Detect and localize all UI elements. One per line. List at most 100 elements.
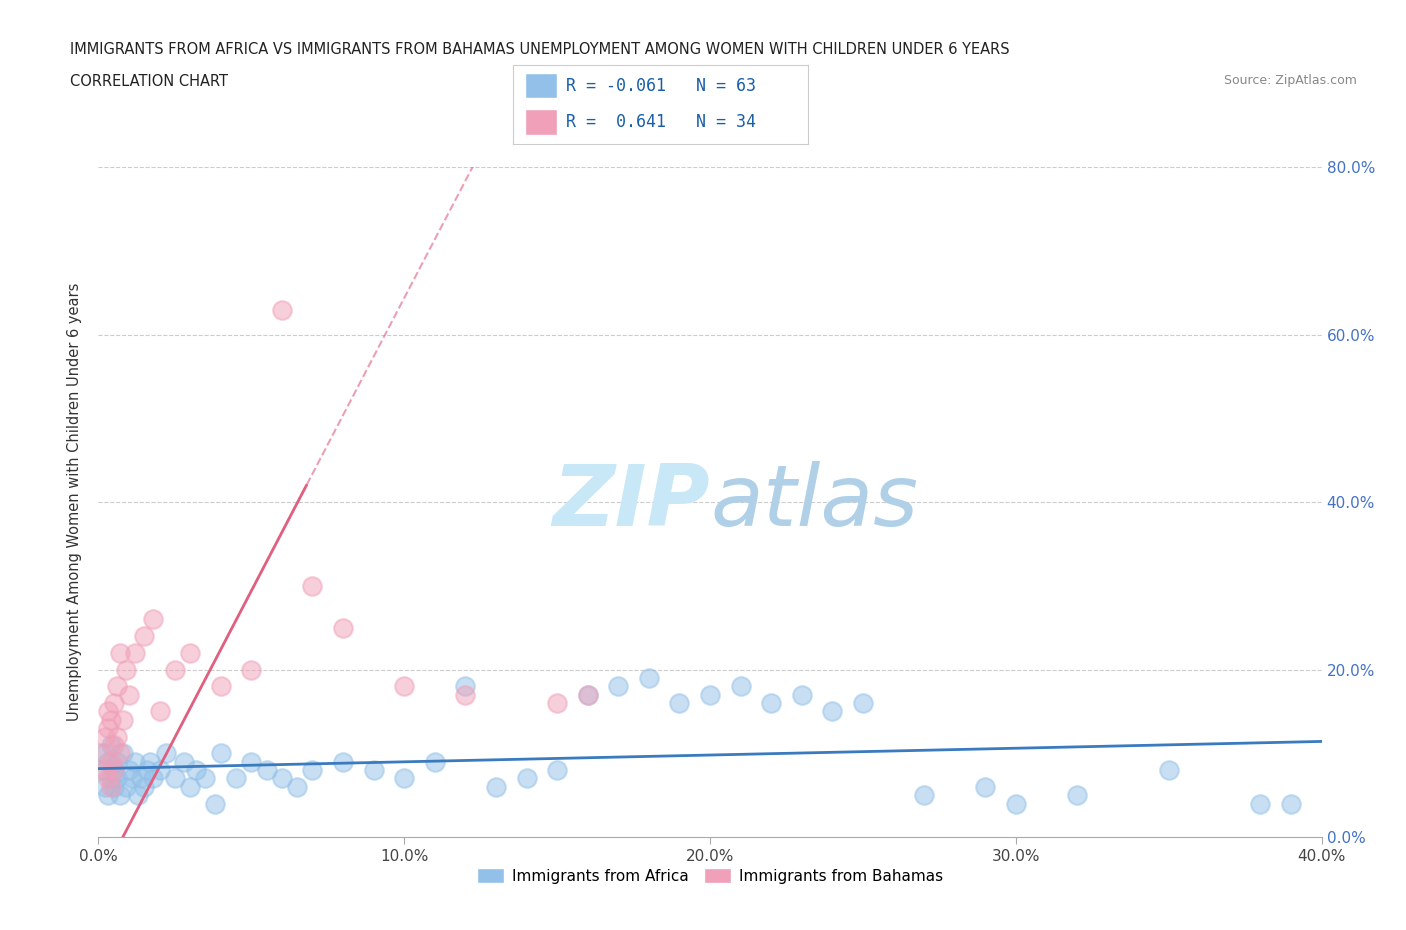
- Point: [1066, 788, 1088, 803]
- Text: R =  0.641   N = 34: R = 0.641 N = 34: [567, 113, 756, 131]
- Point: [97, 704, 120, 719]
- Point: [392, 679, 416, 694]
- Point: [912, 788, 935, 803]
- Point: [142, 612, 165, 627]
- Point: [974, 779, 997, 794]
- Point: [142, 771, 165, 786]
- Point: [179, 645, 201, 660]
- Point: [136, 763, 159, 777]
- Point: [103, 737, 125, 752]
- Point: [240, 754, 263, 769]
- Point: [93, 763, 115, 777]
- Point: [163, 662, 186, 677]
- Point: [423, 754, 446, 769]
- Point: [301, 763, 323, 777]
- Point: [118, 687, 141, 702]
- Point: [637, 671, 661, 685]
- Point: [576, 687, 599, 702]
- Point: [270, 302, 292, 317]
- Text: ZIP: ZIP: [553, 460, 710, 544]
- Point: [134, 629, 156, 644]
- Point: [240, 662, 263, 677]
- Point: [121, 771, 143, 786]
- Point: [607, 679, 630, 694]
- Point: [115, 662, 138, 677]
- Point: [108, 645, 131, 660]
- Point: [332, 754, 354, 769]
- Point: [730, 679, 752, 694]
- Point: [1004, 796, 1026, 811]
- Point: [186, 763, 208, 777]
- Point: [149, 763, 172, 777]
- Point: [1279, 796, 1302, 811]
- Point: [103, 779, 125, 794]
- Point: [115, 779, 138, 794]
- Point: [270, 771, 292, 786]
- Bar: [524, 110, 557, 135]
- Point: [105, 771, 128, 786]
- Y-axis label: Unemployment Among Women with Children Under 6 years: Unemployment Among Women with Children U…: [67, 283, 83, 722]
- Point: [100, 712, 122, 727]
- Point: [105, 729, 128, 744]
- Point: [1157, 763, 1180, 777]
- Point: [821, 704, 844, 719]
- Point: [1249, 796, 1271, 811]
- Point: [134, 779, 156, 794]
- Point: [149, 704, 172, 719]
- Point: [668, 696, 690, 711]
- Point: [363, 763, 385, 777]
- Point: [129, 771, 152, 786]
- Legend: Immigrants from Africa, Immigrants from Bahamas: Immigrants from Africa, Immigrants from …: [471, 861, 949, 890]
- Point: [576, 687, 599, 702]
- Point: [790, 687, 813, 702]
- Point: [454, 687, 477, 702]
- Point: [118, 763, 141, 777]
- Point: [127, 788, 149, 803]
- Point: [100, 737, 122, 752]
- Point: [699, 687, 721, 702]
- Point: [111, 746, 134, 761]
- Point: [97, 788, 120, 803]
- Text: R = -0.061   N = 63: R = -0.061 N = 63: [567, 76, 756, 95]
- Point: [173, 754, 195, 769]
- Point: [256, 763, 278, 777]
- Text: CORRELATION CHART: CORRELATION CHART: [70, 74, 228, 89]
- Point: [103, 763, 125, 777]
- Bar: [524, 73, 557, 99]
- Point: [124, 645, 146, 660]
- Point: [155, 746, 177, 761]
- Point: [209, 746, 232, 761]
- Point: [139, 754, 162, 769]
- Point: [759, 696, 782, 711]
- Point: [105, 754, 128, 769]
- Point: [163, 771, 186, 786]
- Point: [93, 729, 115, 744]
- Point: [546, 696, 568, 711]
- Point: [103, 763, 125, 777]
- Text: atlas: atlas: [710, 460, 918, 544]
- Point: [108, 746, 131, 761]
- Point: [90, 746, 112, 761]
- Point: [124, 754, 146, 769]
- Point: [225, 771, 247, 786]
- Point: [332, 620, 354, 635]
- Point: [194, 771, 217, 786]
- Text: Source: ZipAtlas.com: Source: ZipAtlas.com: [1223, 74, 1357, 87]
- Text: IMMIGRANTS FROM AFRICA VS IMMIGRANTS FROM BAHAMAS UNEMPLOYMENT AMONG WOMEN WITH : IMMIGRANTS FROM AFRICA VS IMMIGRANTS FRO…: [70, 42, 1010, 57]
- Point: [100, 754, 122, 769]
- Point: [392, 771, 416, 786]
- Point: [516, 771, 538, 786]
- Point: [285, 779, 308, 794]
- Point: [301, 578, 323, 593]
- Point: [204, 796, 226, 811]
- Point: [209, 679, 232, 694]
- Point: [111, 712, 134, 727]
- Point: [100, 779, 122, 794]
- Point: [179, 779, 201, 794]
- Point: [105, 679, 128, 694]
- Point: [97, 721, 120, 736]
- Point: [852, 696, 875, 711]
- Point: [90, 763, 112, 777]
- Point: [93, 779, 115, 794]
- Point: [93, 746, 115, 761]
